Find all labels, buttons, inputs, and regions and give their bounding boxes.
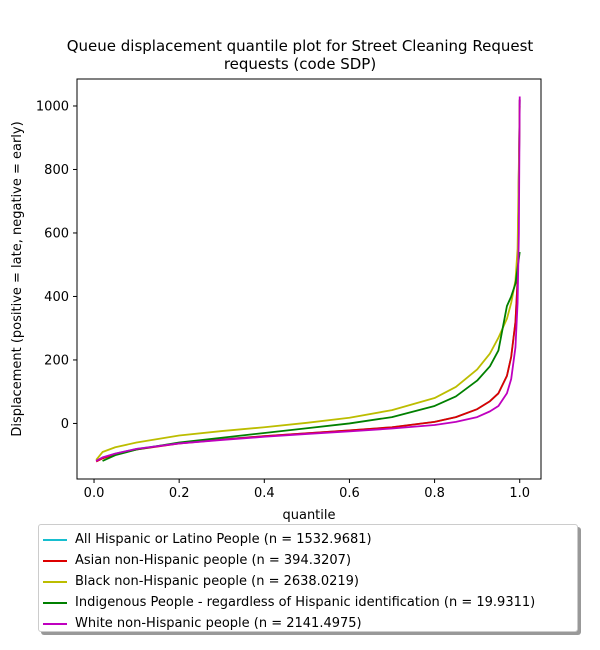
- legend-swatch: [43, 601, 67, 604]
- x-axis-label: quantile: [282, 508, 335, 523]
- x-tick-label: 0.0: [84, 486, 105, 501]
- x-tick-label: 0.4: [254, 486, 275, 501]
- chart-legend: All Hispanic or Latino People (n = 1532.…: [38, 524, 578, 632]
- series-line-1: [95, 99, 521, 463]
- legend-item: Black non-Hispanic people (n = 2638.0219…: [39, 571, 577, 592]
- y-tick-label: 1000: [36, 99, 69, 114]
- legend-swatch: [43, 538, 67, 541]
- legend-item: Asian non-Hispanic people (n = 394.3207): [39, 550, 577, 571]
- legend-label: Indigenous People - regardless of Hispan…: [75, 595, 536, 610]
- legend-swatch: [43, 559, 67, 562]
- chart-title-line-2: requests (code SDP): [223, 55, 377, 73]
- legend-item: White non-Hispanic people (n = 2141.4975…: [39, 613, 577, 634]
- series-line-4: [95, 96, 521, 462]
- y-axis-label: Displacement (positive = late, negative …: [10, 121, 25, 436]
- series-line-0: [95, 99, 521, 462]
- x-tick-label: 0.8: [424, 486, 445, 501]
- legend-item: Indigenous People - regardless of Hispan…: [39, 592, 577, 613]
- y-tick-label: 200: [44, 353, 69, 368]
- x-tick-label: 0.2: [169, 486, 190, 501]
- legend-label: Black non-Hispanic people (n = 2638.0219…: [75, 574, 359, 589]
- x-tick-label: 1.0: [509, 486, 530, 501]
- y-tick-label: 0: [61, 417, 69, 432]
- y-tick-label: 400: [44, 290, 69, 305]
- legend-label: White non-Hispanic people (n = 2141.4975…: [75, 616, 362, 631]
- legend-item: All Hispanic or Latino People (n = 1532.…: [39, 529, 577, 550]
- series-line-2: [95, 105, 521, 461]
- legend-swatch: [43, 622, 67, 625]
- legend-swatch: [43, 580, 67, 583]
- y-tick-label: 600: [44, 226, 69, 241]
- plot-frame: [76, 78, 542, 480]
- legend-label: Asian non-Hispanic people (n = 394.3207): [75, 553, 352, 568]
- series-line-3: [102, 251, 521, 462]
- legend-label: All Hispanic or Latino People (n = 1532.…: [75, 532, 372, 547]
- y-tick-label: 800: [44, 163, 69, 178]
- chart-title-line-1: Queue displacement quantile plot for Str…: [66, 37, 534, 55]
- x-tick-label: 0.6: [339, 486, 360, 501]
